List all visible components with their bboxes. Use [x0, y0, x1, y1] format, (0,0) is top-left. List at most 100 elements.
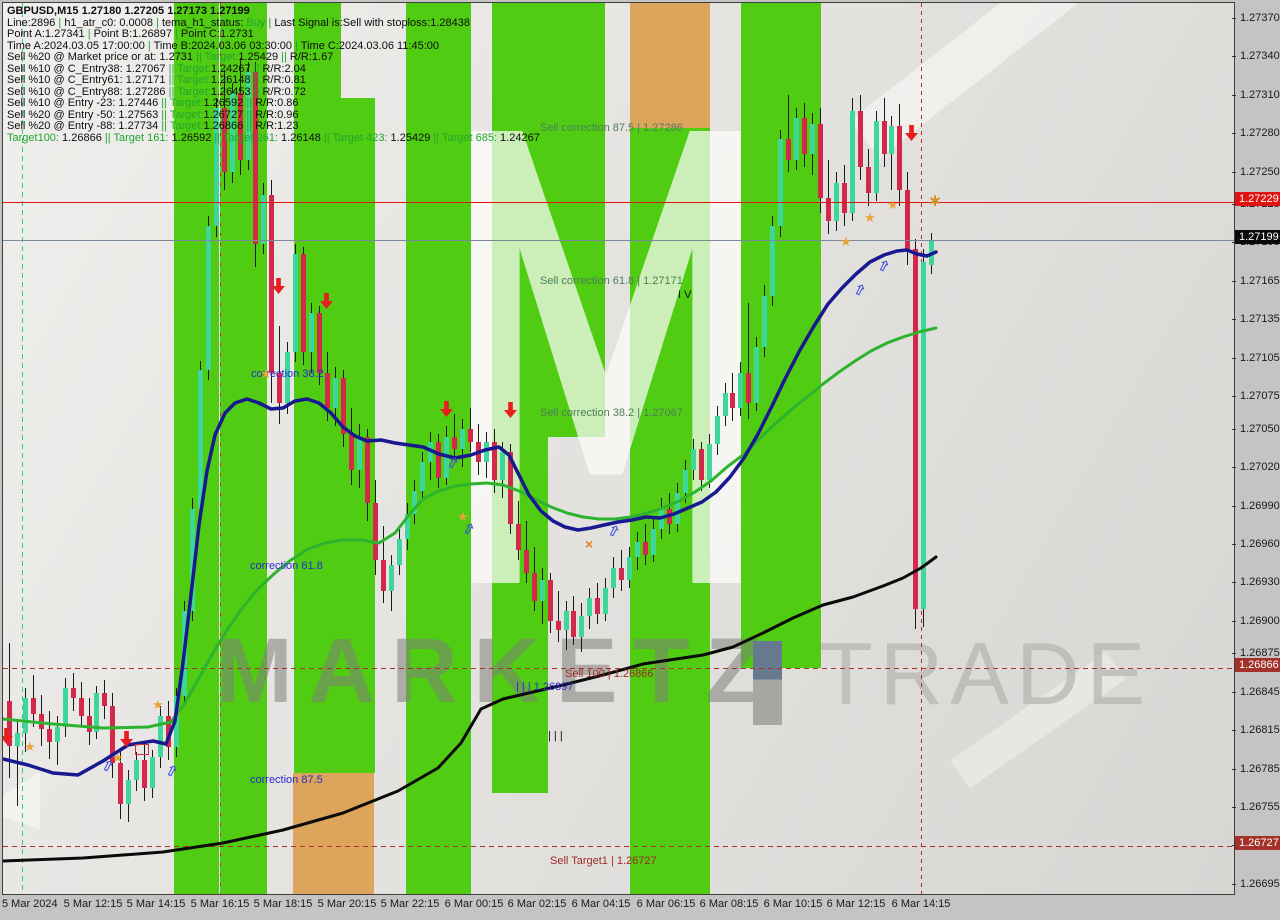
- header-text-segment: Target 423:: [332, 131, 391, 144]
- candle: [611, 568, 616, 588]
- header-text-segment: 1.26866: [62, 131, 105, 144]
- chart-info-header: GBPUSD,M15 1.27180 1.27205 1.27173 1.271…: [7, 5, 540, 144]
- session-zone-orange: [630, 3, 710, 128]
- price-tick-label: 1.27370: [1240, 12, 1280, 24]
- candle: [174, 696, 179, 747]
- candle: [826, 198, 831, 221]
- candle: [508, 452, 513, 524]
- candle: [603, 588, 608, 614]
- buy-signal-arrow-icon: ⇧: [873, 256, 894, 278]
- price-tick-label: 1.26900: [1240, 615, 1280, 627]
- price-tick-label: 1.26960: [1240, 538, 1280, 550]
- candle: [373, 503, 378, 560]
- candle: [913, 249, 918, 609]
- candle: [460, 429, 465, 449]
- candle: [63, 688, 68, 727]
- header-text-segment: ||: [253, 74, 263, 86]
- signal-info-line: Line:2896 | h1_atr_c0: 0.0008 | tema_h1_…: [7, 16, 540, 30]
- candle: [317, 313, 322, 373]
- header-text-segment: ||: [214, 131, 223, 144]
- time-tick-label: 6 Mar 12:15: [826, 898, 886, 910]
- candle: [707, 444, 712, 480]
- header-text-segment: 1.25429: [390, 131, 434, 144]
- header-text-segment: Point B:1.26897: [93, 28, 175, 40]
- price-tick-label: 1.27135: [1240, 313, 1280, 325]
- candle: [929, 240, 934, 265]
- signal-info-line: Sell %10 @ C_Entry61: 1.27171 || Target:…: [7, 74, 540, 87]
- time-tick-label: 6 Mar 08:15: [699, 898, 759, 910]
- signal-info-line: Sell %10 @ C_Entry88: 1.27286 || Target:…: [7, 86, 540, 99]
- candle: [842, 183, 847, 213]
- candle: [571, 611, 576, 637]
- time-tick-label: 6 Mar 04:15: [571, 898, 631, 910]
- time-tick-label: 6 Mar 10:15: [763, 898, 823, 910]
- candle: [627, 557, 632, 580]
- candle: [850, 111, 855, 213]
- price-tick-label: 1.26930: [1240, 576, 1280, 588]
- candle: [516, 524, 521, 550]
- price-tick: [1232, 172, 1236, 173]
- price-badge: 1.27199: [1235, 230, 1280, 244]
- time-tick-label: 6 Mar 02:15: [507, 898, 567, 910]
- candle: [269, 195, 274, 373]
- time-tick-label: 5 Mar 20:15: [317, 898, 377, 910]
- candle: [365, 437, 370, 503]
- candle: [134, 760, 139, 780]
- candle: [79, 698, 84, 716]
- header-text-segment: 1.26592: [171, 131, 215, 144]
- price-tick-label: 1.27050: [1240, 423, 1280, 435]
- price-tick: [1232, 319, 1236, 320]
- price-badge: 1.26866: [1235, 658, 1280, 672]
- header-text-segment: Target100:: [7, 131, 63, 144]
- header-text-segment: Sell %20 @ Entry -50: 1.27563: [7, 108, 162, 121]
- candle: [71, 688, 76, 698]
- header-text-segment: 1.26866: [203, 120, 247, 132]
- buy-signal-arrow-icon: ⇧: [849, 280, 870, 302]
- header-text-segment: Last Signal is:Sell with stoploss:1.2843…: [274, 16, 470, 29]
- header-text-segment: ||: [253, 62, 263, 75]
- x-marker-icon: ×: [585, 536, 594, 552]
- header-text-segment: ||: [433, 131, 442, 144]
- candle: [587, 598, 592, 616]
- candle: [635, 542, 640, 557]
- header-text-segment: Target:: [177, 62, 211, 75]
- header-text-segment: Point A:1.27341: [7, 28, 88, 40]
- header-text-segment: Target:: [169, 120, 204, 132]
- header-text-segment: Target:: [204, 51, 239, 63]
- header-text-segment: ||: [281, 51, 290, 63]
- price-tick: [1232, 544, 1236, 545]
- header-text-segment: ||: [104, 131, 114, 144]
- price-tick: [1232, 242, 1236, 243]
- candle: [190, 509, 195, 611]
- candle: [325, 373, 330, 408]
- time-axis[interactable]: 5 Mar 2024 5 Mar 12:15 5 Mar 14:15 5 Mar 16…: [0, 895, 1280, 920]
- header-text-segment: |: [175, 28, 181, 40]
- candle: [118, 763, 123, 804]
- header-text-segment: ||: [246, 108, 256, 121]
- header-text-segment: 1.26148: [281, 131, 324, 144]
- candle: [301, 254, 306, 352]
- header-text-segment: R/R:0.96: [255, 108, 299, 121]
- ohlc-title-line: GBPUSD,M15 1.27180 1.27205 1.27173 1.271…: [7, 5, 540, 18]
- header-text-segment: Target 685:: [441, 131, 501, 144]
- candle: [389, 565, 394, 591]
- candle: [675, 493, 680, 524]
- header-text-segment: Buy: [246, 16, 269, 29]
- price-tick: [1232, 95, 1236, 96]
- price-axis[interactable]: 1.27370 1.27340 1.27310 1.27280 1.27250 1.272…: [1232, 0, 1280, 894]
- candle: [47, 729, 52, 742]
- price-tick-label: 1.26785: [1240, 763, 1280, 775]
- time-tick-label: 5 Mar 22:15: [380, 898, 440, 910]
- price-tick: [1232, 358, 1236, 359]
- candle: [746, 373, 751, 403]
- price-tick-label: 1.26815: [1240, 724, 1280, 736]
- chart-plot-area[interactable]: MARKETZ TRADE Sell correction 87.5 | 1.2…: [2, 2, 1235, 895]
- price-tick: [1232, 884, 1236, 885]
- time-tick-label: 6 Mar 00:15: [444, 898, 504, 910]
- candle: [619, 568, 624, 580]
- candle: [222, 108, 227, 172]
- header-text-segment: Target 261:: [222, 131, 282, 144]
- price-tick-label: 1.26845: [1240, 686, 1280, 698]
- candle: [55, 727, 60, 742]
- candle: [524, 550, 529, 573]
